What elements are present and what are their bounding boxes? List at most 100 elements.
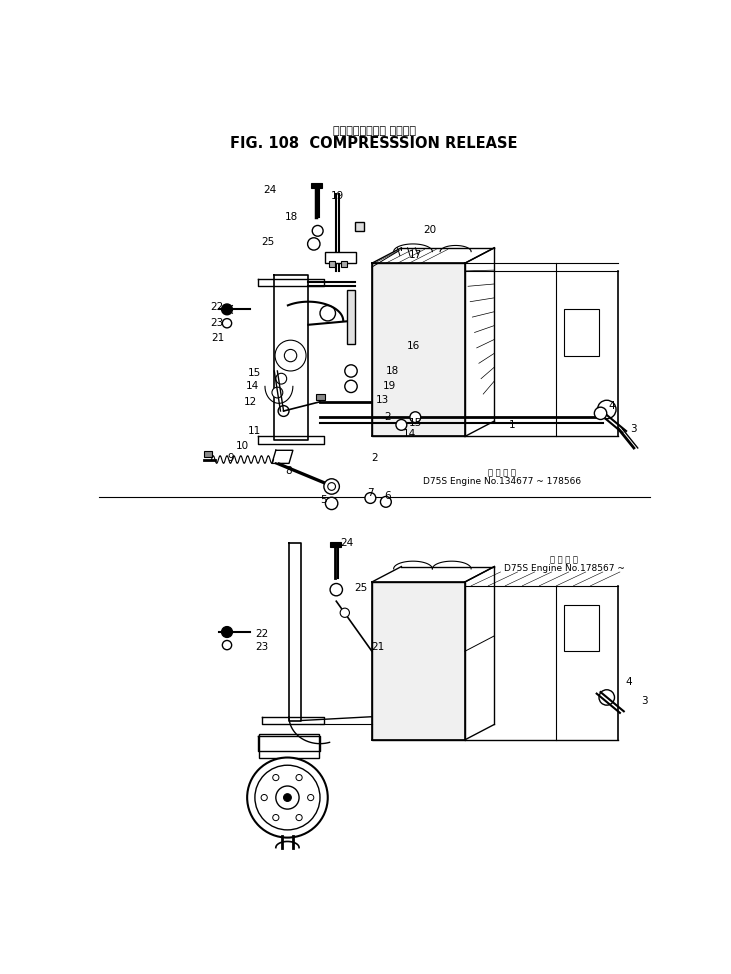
Bar	[347, 290, 355, 344]
Text: 17: 17	[409, 250, 422, 260]
Text: 23: 23	[211, 318, 224, 328]
Text: 14: 14	[403, 430, 416, 439]
Polygon shape	[258, 736, 320, 751]
Text: 24: 24	[341, 539, 354, 548]
Text: 24: 24	[263, 185, 276, 195]
Circle shape	[396, 420, 406, 431]
Text: 25: 25	[355, 583, 368, 593]
Bar	[204, 451, 211, 457]
Text: 12: 12	[243, 396, 257, 407]
Circle shape	[284, 794, 292, 802]
Circle shape	[380, 497, 391, 507]
Circle shape	[345, 365, 357, 377]
Circle shape	[597, 400, 616, 419]
Text: 4: 4	[625, 677, 632, 687]
Text: 3: 3	[641, 696, 648, 706]
Circle shape	[273, 814, 279, 821]
Circle shape	[365, 493, 376, 504]
Text: 適 用 号 機: 適 用 号 機	[550, 555, 578, 564]
Polygon shape	[272, 450, 293, 464]
Circle shape	[308, 238, 320, 250]
Circle shape	[324, 479, 339, 494]
Polygon shape	[258, 436, 324, 444]
Bar	[316, 394, 325, 400]
Bar	[341, 261, 347, 267]
Circle shape	[312, 225, 323, 237]
Text: 5: 5	[321, 496, 327, 506]
Text: 21: 21	[211, 333, 224, 343]
Text: D75S Engine No.178567 ~: D75S Engine No.178567 ~	[504, 564, 624, 574]
Text: 25: 25	[262, 237, 275, 246]
Text: 13: 13	[376, 395, 389, 405]
Bar	[328, 261, 335, 267]
Circle shape	[221, 304, 232, 315]
Circle shape	[276, 373, 287, 384]
Text: 3: 3	[631, 424, 637, 433]
Text: 8: 8	[286, 467, 292, 476]
Circle shape	[266, 763, 281, 778]
Text: 22: 22	[255, 629, 268, 639]
Bar	[564, 605, 599, 652]
Bar	[564, 310, 599, 356]
Circle shape	[320, 306, 336, 320]
Text: 18: 18	[385, 366, 398, 376]
Text: 21: 21	[371, 643, 385, 653]
Circle shape	[222, 318, 232, 328]
Bar	[325, 251, 357, 263]
Circle shape	[273, 774, 279, 780]
Text: 6: 6	[384, 491, 391, 501]
Circle shape	[340, 608, 349, 618]
Bar	[355, 222, 364, 231]
Text: 19: 19	[331, 191, 344, 202]
Text: 9: 9	[227, 453, 234, 463]
Text: 19: 19	[383, 382, 396, 392]
Circle shape	[594, 407, 607, 420]
Text: コンプレッション リリーズ: コンプレッション リリーズ	[333, 126, 416, 135]
Circle shape	[261, 795, 268, 801]
Circle shape	[327, 483, 336, 490]
Circle shape	[330, 583, 343, 596]
Circle shape	[222, 641, 232, 650]
Text: 1: 1	[509, 420, 515, 430]
Text: 20: 20	[423, 225, 436, 235]
Circle shape	[284, 350, 297, 361]
Text: 14: 14	[246, 382, 260, 392]
Circle shape	[410, 412, 421, 423]
Circle shape	[279, 405, 289, 417]
Text: 15: 15	[248, 368, 261, 378]
Text: 23: 23	[255, 643, 268, 653]
Text: FIG. 108  COMPRESSSION RELEASE: FIG. 108 COMPRESSSION RELEASE	[230, 136, 518, 151]
Circle shape	[345, 380, 357, 393]
Circle shape	[255, 766, 320, 830]
Bar	[330, 542, 341, 547]
Text: 16: 16	[406, 341, 420, 351]
Circle shape	[276, 786, 299, 809]
Text: 18: 18	[284, 212, 298, 222]
Bar	[259, 734, 319, 758]
Circle shape	[247, 758, 327, 838]
Text: 適 用 号 機: 適 用 号 機	[488, 468, 516, 477]
Text: D75S Engine No.134677 ~ 178566: D75S Engine No.134677 ~ 178566	[423, 476, 581, 486]
Circle shape	[275, 340, 306, 371]
Text: 10: 10	[236, 440, 249, 451]
Text: 7: 7	[367, 488, 374, 498]
Text: 2: 2	[371, 453, 378, 463]
Circle shape	[599, 690, 615, 705]
Circle shape	[325, 498, 338, 509]
Circle shape	[300, 766, 309, 775]
Circle shape	[308, 795, 314, 801]
Circle shape	[272, 387, 283, 398]
Bar	[311, 183, 322, 188]
Text: 2: 2	[384, 412, 391, 422]
Polygon shape	[372, 263, 465, 436]
Circle shape	[221, 626, 232, 637]
Polygon shape	[372, 581, 465, 740]
Text: 4: 4	[609, 400, 616, 411]
Text: 22: 22	[211, 302, 224, 312]
Polygon shape	[289, 543, 300, 721]
Polygon shape	[258, 279, 324, 286]
Polygon shape	[273, 275, 308, 440]
Text: 11: 11	[248, 426, 261, 436]
Text: 15: 15	[409, 418, 422, 428]
Circle shape	[296, 774, 302, 780]
